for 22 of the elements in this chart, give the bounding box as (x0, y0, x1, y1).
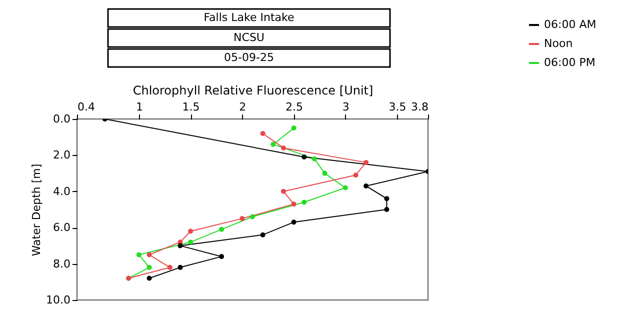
legend-label: Noon (544, 37, 573, 50)
y-tick-label: 0.0 (53, 112, 70, 126)
chart-subtitle: NCSU (234, 31, 264, 44)
x-tick-label: 3.5 (388, 100, 406, 114)
text: 05-09-25 (224, 51, 274, 64)
y-tick-label: 10.0 (46, 294, 70, 306)
legend-label: 06:00 PM (544, 56, 596, 69)
x-tick-label: 1.5 (182, 100, 200, 114)
x-tick-label: 0.4 (78, 100, 95, 114)
x-tick-label: 3.8 (411, 100, 428, 114)
x-tick-label: 1 (136, 100, 143, 114)
y-axis-title: Water Depth [m] (30, 164, 44, 256)
x-tick-label: 2 (239, 100, 246, 114)
x-tick-label: 3 (342, 100, 350, 114)
y-tick-label: 8.0 (53, 257, 70, 270)
y-tick-label: 2.0 (53, 148, 70, 162)
chart-title: Falls Lake Intake (204, 11, 294, 24)
x-axis-title: Chlorophyll Relative Fluorescence [Unit] (132, 84, 374, 98)
y-tick-label: 6.0 (53, 221, 70, 234)
legend-label: 06:00 AM (544, 18, 596, 31)
y-tick-label: 4.0 (53, 184, 70, 198)
x-tick-label: 2.5 (286, 100, 304, 114)
